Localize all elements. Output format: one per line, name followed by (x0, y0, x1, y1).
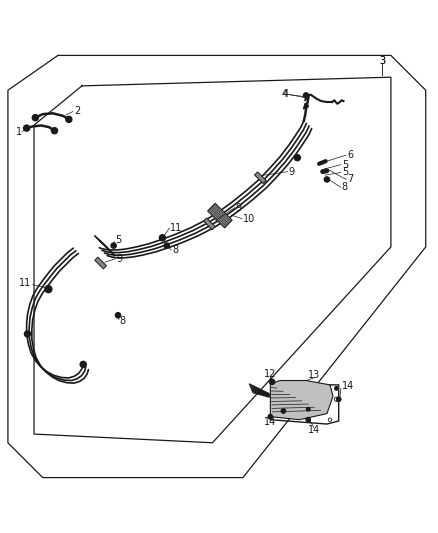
Polygon shape (208, 203, 232, 228)
Circle shape (306, 417, 311, 422)
Circle shape (335, 386, 338, 390)
Text: 6: 6 (347, 150, 353, 160)
Text: 14: 14 (342, 381, 354, 391)
Circle shape (294, 155, 300, 161)
Circle shape (45, 286, 52, 293)
Text: 14: 14 (264, 417, 276, 427)
Text: 7: 7 (347, 174, 353, 184)
Text: 5: 5 (342, 160, 348, 169)
Circle shape (66, 116, 72, 123)
Circle shape (268, 415, 272, 419)
Circle shape (281, 409, 286, 413)
Text: 11: 11 (170, 223, 183, 233)
Circle shape (324, 177, 329, 182)
Text: 8: 8 (120, 316, 126, 326)
Text: 4: 4 (283, 89, 289, 99)
Text: 5: 5 (342, 167, 348, 177)
Circle shape (51, 128, 57, 134)
Text: 11: 11 (19, 278, 31, 288)
Text: 8: 8 (172, 245, 178, 255)
Circle shape (164, 243, 170, 248)
Text: 13: 13 (308, 370, 320, 381)
Circle shape (24, 125, 30, 131)
Circle shape (335, 386, 338, 390)
Text: 12: 12 (264, 369, 276, 379)
Bar (204, 218, 215, 230)
Circle shape (159, 235, 166, 241)
Circle shape (25, 331, 31, 337)
Text: 9: 9 (289, 167, 295, 176)
Circle shape (80, 361, 86, 367)
Text: 3: 3 (379, 56, 385, 66)
Polygon shape (304, 103, 309, 109)
Text: 10: 10 (243, 214, 255, 224)
Circle shape (32, 115, 39, 120)
Bar (254, 172, 266, 183)
Text: 2: 2 (74, 106, 81, 116)
Bar (95, 257, 106, 269)
Text: 4: 4 (282, 89, 288, 99)
Text: 9: 9 (116, 254, 122, 264)
Circle shape (111, 243, 116, 248)
Text: 9: 9 (236, 203, 242, 213)
Circle shape (116, 313, 120, 318)
Polygon shape (270, 381, 333, 419)
Circle shape (336, 397, 341, 401)
Text: 8: 8 (342, 182, 348, 192)
Circle shape (269, 379, 275, 384)
Text: 14: 14 (308, 425, 320, 435)
Text: 5: 5 (116, 236, 122, 245)
Circle shape (304, 93, 309, 98)
Text: 3: 3 (379, 56, 385, 66)
Text: 1: 1 (16, 127, 22, 138)
Circle shape (307, 408, 310, 411)
